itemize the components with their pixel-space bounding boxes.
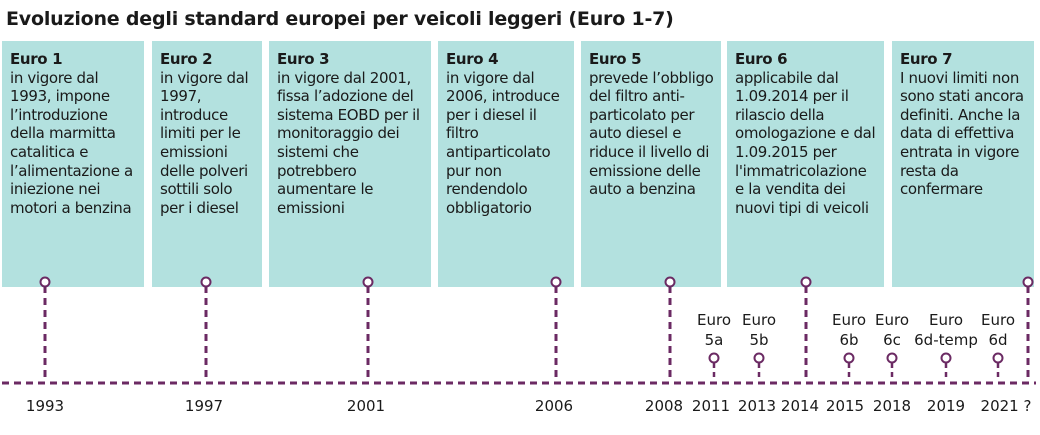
year-label: 1993: [25, 397, 65, 415]
card-heading: Euro 3: [277, 50, 330, 68]
card-body: in vigore dal 2006, introduce per i dies…: [446, 68, 560, 217]
marker-euro-7: [1022, 276, 1034, 288]
marker-euro-5: [664, 276, 676, 288]
marker-euro-6: [800, 276, 812, 288]
label-euro-6d-temp: Euro 6d-temp: [906, 310, 986, 350]
label-euro-5b: Euro 5b: [739, 310, 779, 350]
marker-euro-6d: [992, 352, 1004, 364]
card-euro-6: Euro 6 applicabile dal 1.09.2014 per il …: [727, 41, 884, 287]
card-body: applicabile dal 1.09.2014 per il rilasci…: [735, 68, 876, 217]
year-label: 2013: [737, 397, 777, 415]
year-label: 2019: [926, 397, 966, 415]
card-heading: Euro 1: [10, 50, 63, 68]
card-heading: Euro 7: [900, 50, 953, 68]
year-label: 2011: [691, 397, 731, 415]
label-line2: 6c: [883, 331, 901, 349]
marker-euro-6b: [843, 352, 855, 364]
card-body: in vigore dal 1993, impone l’introduzion…: [10, 68, 133, 217]
label-euro-6c: Euro 6c: [872, 310, 912, 350]
marker-euro-1: [39, 276, 51, 288]
card-heading: Euro 5: [589, 50, 642, 68]
marker-euro-6c: [886, 352, 898, 364]
label-line1: Euro: [832, 311, 866, 329]
label-line1: Euro: [875, 311, 909, 329]
marker-euro-4: [550, 276, 562, 288]
label-line1: Euro: [981, 311, 1015, 329]
year-label: 1997: [184, 397, 224, 415]
card-heading: Euro 2: [160, 50, 213, 68]
card-euro-7: Euro 7 I nuovi limiti non sono stati anc…: [892, 41, 1034, 287]
card-euro-4: Euro 4 in vigore dal 2006, introduce per…: [438, 41, 574, 287]
label-euro-6d: Euro 6d: [978, 310, 1018, 350]
label-line1: Euro: [742, 311, 776, 329]
card-body: I nuovi limiti non sono stati ancora def…: [900, 68, 1024, 199]
marker-euro-6d-temp: [940, 352, 952, 364]
year-label: 2014: [780, 397, 820, 415]
label-line2: 5a: [704, 331, 724, 349]
label-line2: 5b: [749, 331, 769, 349]
marker-euro-3: [362, 276, 374, 288]
card-euro-3: Euro 3 in vigore dal 2001, fissa l’adozi…: [269, 41, 431, 287]
label-line2: 6b: [839, 331, 859, 349]
label-euro-6b: Euro 6b: [829, 310, 869, 350]
card-body: in vigore dal 1997, introduce limiti per…: [160, 68, 249, 217]
year-label: 2006: [534, 397, 574, 415]
label-euro-5a: Euro 5a: [694, 310, 734, 350]
label-line2: 6d-temp: [914, 331, 978, 349]
card-euro-2: Euro 2 in vigore dal 1997, introduce lim…: [152, 41, 262, 287]
label-line1: Euro: [697, 311, 731, 329]
label-line2: 6d: [988, 331, 1008, 349]
year-label: 2018: [872, 397, 912, 415]
card-euro-5: Euro 5 prevede l’obbligo del filtro anti…: [581, 41, 721, 287]
diagram-title: Evoluzione degli standard europei per ve…: [6, 8, 674, 30]
year-label: 2015: [825, 397, 865, 415]
marker-euro-5a: [708, 352, 720, 364]
card-heading: Euro 6: [735, 50, 788, 68]
year-label: 2008: [644, 397, 684, 415]
card-heading: Euro 4: [446, 50, 499, 68]
card-euro-1: Euro 1 in vigore dal 1993, impone l’intr…: [2, 41, 144, 287]
label-line1: Euro: [929, 311, 963, 329]
year-label: 2001: [346, 397, 386, 415]
year-label: 2021 ?: [980, 397, 1032, 415]
card-body: in vigore dal 2001, fissa l’adozione del…: [277, 68, 420, 217]
card-body: prevede l’obbligo del filtro anti-partic…: [589, 68, 714, 199]
marker-euro-5b: [753, 352, 765, 364]
marker-euro-2: [200, 276, 212, 288]
